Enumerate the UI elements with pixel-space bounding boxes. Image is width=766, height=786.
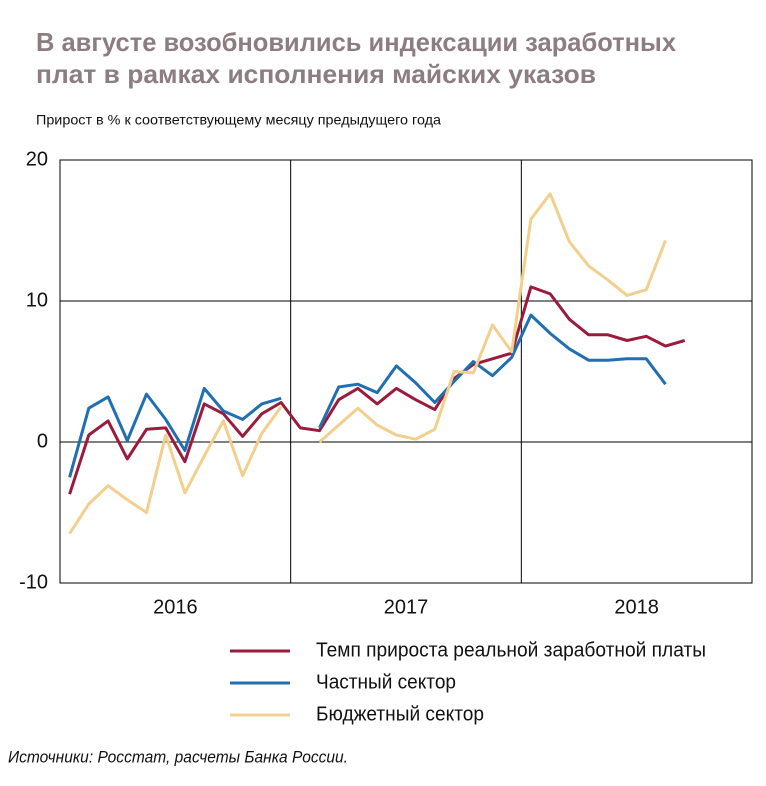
x-tick-label: 2017 [384, 596, 429, 618]
legend-label: Бюджетный сектор [316, 703, 484, 725]
plot-frame [59, 159, 753, 584]
x-tick-label: 2016 [153, 596, 198, 618]
x-tick-label: 2018 [614, 596, 659, 618]
legend-label: Частный сектор [316, 671, 456, 693]
y-tick-label: 10 [26, 289, 48, 311]
chart-title: В августе возобновились индексации зараб… [36, 27, 677, 57]
y-tick-label: -10 [19, 571, 48, 593]
series-line [68, 285, 686, 495]
legend-label: Темп прироста реальной заработной платы [316, 639, 706, 661]
series-line [68, 313, 667, 478]
chart-title: плат в рамках исполнения майских указов [36, 59, 596, 89]
source: Источники: Росстат, расчеты Банка России… [8, 747, 348, 766]
subtitle: Прирост в % к соответствующему месяцу пр… [36, 112, 441, 128]
y-tick-label: 20 [26, 148, 48, 170]
series-line [68, 192, 667, 535]
y-tick-label: 0 [37, 430, 48, 452]
